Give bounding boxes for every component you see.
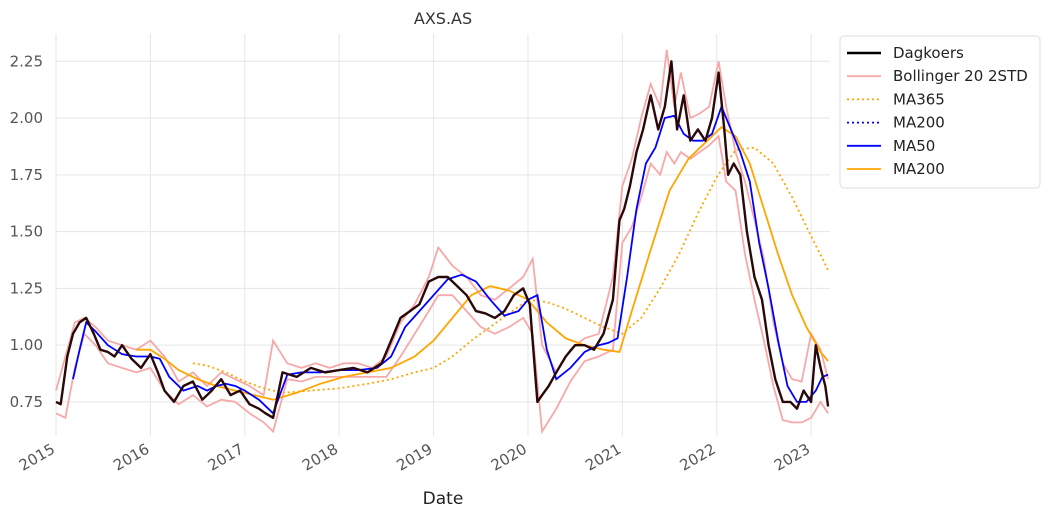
y-tick-label: 1.00 xyxy=(10,336,43,354)
bollinger-upper-line xyxy=(55,49,829,397)
y-tick-label: 2.25 xyxy=(10,52,43,70)
y-tick-label: 1.25 xyxy=(10,279,43,297)
ma200-line xyxy=(136,125,829,401)
legend-box xyxy=(839,35,1041,189)
legend-label: Bollinger 20 2STD xyxy=(893,67,1028,85)
series-layer xyxy=(55,49,830,435)
y-tick-labels: 0.75 1.00 1.25 1.50 1.75 2.00 2.25 xyxy=(10,52,43,411)
y-tick-label: 1.75 xyxy=(10,166,43,184)
legend-label: MA200 xyxy=(893,160,945,178)
y-tick-label: 2.00 xyxy=(10,109,43,127)
grid xyxy=(55,34,830,436)
legend-label: MA200 xyxy=(893,114,945,132)
legend: Dagkoers Bollinger 20 2STD MA365 MA200 MA50 M… xyxy=(839,35,1041,189)
x-axis-label: Date xyxy=(423,489,464,509)
legend-label: Dagkoers xyxy=(893,44,964,62)
legend-label: MA365 xyxy=(893,90,945,108)
chart-title: AXS.AS xyxy=(414,9,472,28)
legend-label: MA50 xyxy=(893,137,935,155)
y-tick-label: 0.75 xyxy=(10,393,43,411)
ma50-line xyxy=(72,104,829,415)
close-price-line xyxy=(55,60,830,419)
bollinger-lower-line xyxy=(55,134,829,435)
y-tick-label: 1.50 xyxy=(10,223,43,241)
